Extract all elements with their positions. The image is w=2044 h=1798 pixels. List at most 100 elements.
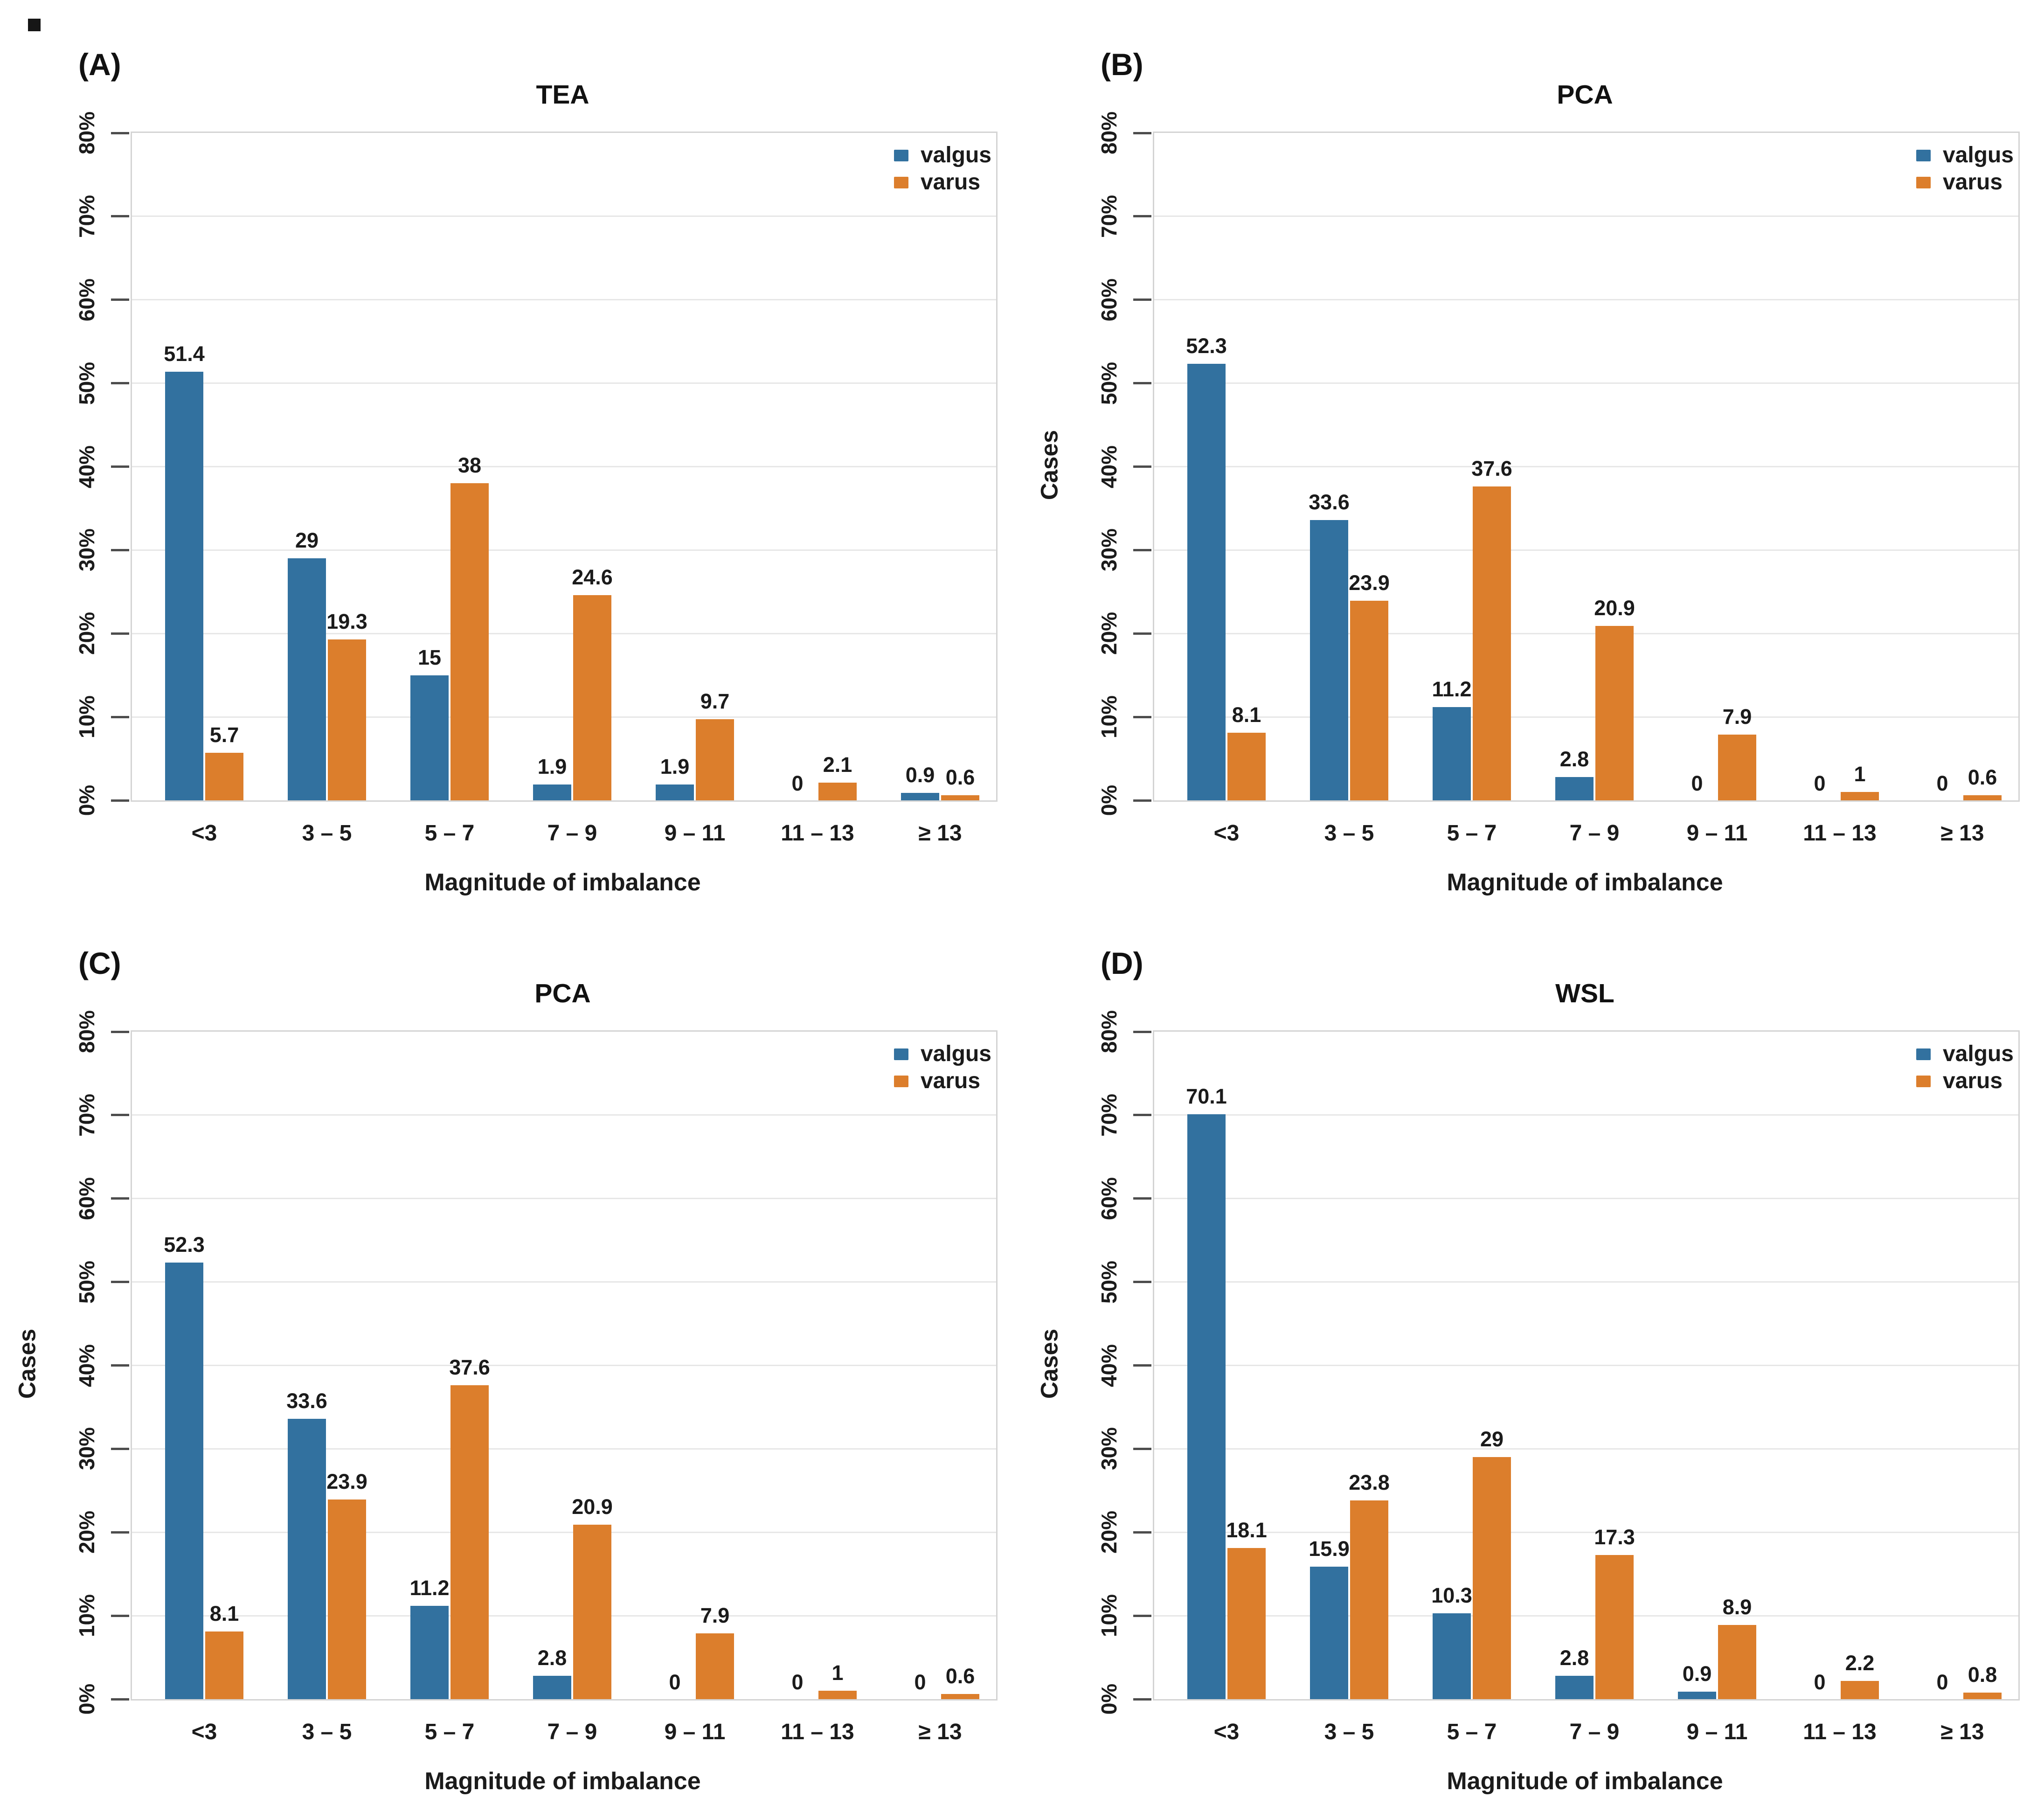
legend-label: valgus — [920, 1041, 991, 1066]
value-label-valgus: 10.3 — [1431, 1583, 1472, 1607]
value-label-varus: 20.9 — [1594, 596, 1635, 620]
value-label-varus: 18.1 — [1226, 1518, 1267, 1542]
y-tick-label: 60% — [75, 1177, 99, 1220]
bar-valgus — [288, 1419, 326, 1699]
gridline — [1154, 1531, 2018, 1533]
gridline — [132, 215, 996, 217]
legend-swatch-varus — [1916, 176, 1931, 188]
chart-title: WSL — [1555, 979, 1614, 1008]
bar-varus — [1963, 795, 2002, 800]
legend-swatch-valgus — [894, 149, 908, 161]
y-tick-label: 0% — [75, 784, 99, 816]
x-tick-label: ≥ 13 — [918, 821, 962, 846]
value-label-valgus: 0 — [1814, 1670, 1826, 1694]
y-tick-label: 60% — [1097, 1177, 1121, 1220]
x-axis-title: Magnitude of imbalance — [424, 1768, 701, 1795]
panel-label: (C) — [78, 946, 121, 980]
gridline — [1154, 1365, 2018, 1366]
legend: valgus varus — [894, 1042, 991, 1093]
y-tick-label: 40% — [1097, 445, 1121, 488]
value-label-valgus: 2.8 — [1559, 1646, 1589, 1670]
y-axis-tick — [1133, 1281, 1151, 1284]
value-label-varus: 8.1 — [209, 1602, 239, 1625]
bar-varus — [818, 1691, 857, 1699]
x-tick-label: ≥ 13 — [918, 1720, 962, 1744]
bar-valgus — [288, 558, 326, 800]
x-tick-label: 5 – 7 — [1447, 821, 1497, 846]
y-axis-tick — [1133, 215, 1151, 218]
legend-item-valgus: valgus — [894, 143, 991, 167]
bar-varus — [1227, 1548, 1266, 1699]
value-label-varus: 5.7 — [209, 723, 239, 747]
y-tick-label: 10% — [75, 695, 99, 739]
y-axis-title: Cases — [1036, 1328, 1063, 1399]
value-label-valgus: 29 — [295, 528, 319, 552]
y-axis-tick — [1133, 799, 1151, 802]
chart-title: TEA — [536, 80, 589, 110]
legend-swatch-valgus — [1916, 1048, 1931, 1060]
value-label-varus: 37.6 — [1471, 457, 1512, 480]
y-axis-tick — [1133, 132, 1151, 134]
value-label-valgus: 33.6 — [1309, 490, 1350, 514]
y-axis-tick — [1133, 465, 1151, 468]
value-label-varus: 8.9 — [1722, 1595, 1752, 1619]
x-tick-label: ≥ 13 — [1940, 1720, 1984, 1744]
bar-varus — [573, 1525, 611, 1699]
gridline — [132, 1114, 996, 1116]
y-tick-label: 10% — [1097, 1594, 1121, 1638]
panel-label: (A) — [78, 47, 121, 82]
gridline — [132, 1198, 996, 1200]
value-label-valgus: 52.3 — [164, 1233, 205, 1257]
x-axis-title: Magnitude of imbalance — [1447, 869, 1723, 896]
bar-varus — [1841, 1681, 1879, 1699]
y-tick-label: 10% — [75, 1594, 99, 1638]
gridline — [132, 1448, 996, 1450]
bar-valgus — [1187, 364, 1226, 800]
y-tick-label: 50% — [1097, 1260, 1121, 1304]
y-tick-label: 70% — [1097, 194, 1121, 238]
bar-varus — [941, 1694, 979, 1699]
panel-label: (D) — [1101, 946, 1143, 980]
y-axis-tick — [111, 1614, 129, 1617]
value-label-valgus: 0 — [1936, 1670, 1948, 1694]
y-axis-tick — [1133, 1030, 1151, 1033]
x-tick-label: <3 — [1213, 821, 1240, 846]
legend-item-varus: varus — [894, 170, 991, 194]
y-axis-tick — [1133, 1614, 1151, 1617]
legend-item-valgus: valgus — [1916, 1042, 2014, 1066]
y-axis-tick — [111, 299, 129, 301]
gridline — [132, 382, 996, 384]
y-tick-label: 0% — [1097, 784, 1121, 816]
value-label-varus: 0.6 — [945, 1664, 975, 1688]
bar-valgus — [656, 784, 694, 800]
gridline — [132, 1365, 996, 1366]
bar-valgus — [533, 784, 571, 800]
value-label-valgus: 0 — [669, 1670, 681, 1694]
value-label-valgus: 0 — [914, 1670, 926, 1694]
gridline — [132, 1281, 996, 1283]
legend-label: varus — [920, 1069, 981, 1093]
value-label-valgus: 15.9 — [1309, 1537, 1350, 1561]
bar-varus — [1595, 626, 1634, 800]
gridline — [1154, 382, 2018, 384]
plot-area: 0% 10% 20% 30% 40% 50% 60% 70% 80% 51.4 5.7 <3 29 19.… — [75, 111, 998, 846]
y-axis-tick — [1133, 1197, 1151, 1200]
x-tick-label: 11 – 13 — [781, 1720, 854, 1744]
y-axis-tick — [1133, 382, 1151, 385]
legend-swatch-varus — [894, 176, 908, 188]
value-label-varus: 7.9 — [1722, 705, 1752, 729]
y-tick-label: 30% — [75, 528, 99, 572]
value-label-valgus: 1.9 — [660, 755, 690, 778]
value-label-valgus: 15 — [417, 646, 442, 669]
value-label-varus: 17.3 — [1594, 1525, 1635, 1549]
y-axis-tick — [1133, 299, 1151, 301]
y-tick-label: 50% — [75, 361, 99, 405]
legend-swatch-valgus — [1916, 149, 1931, 161]
y-axis-tick — [111, 1030, 129, 1033]
y-tick-label: 30% — [75, 1427, 99, 1471]
panel-a: (A) TEA 0% 10% 20% 30% 40% 50% 60% 70% 80% 51.4 5.… — [0, 0, 1022, 899]
value-label-valgus: 2.8 — [537, 1646, 567, 1670]
gridline — [132, 549, 996, 551]
y-axis-tick — [111, 548, 129, 551]
y-axis-tick — [111, 215, 129, 218]
